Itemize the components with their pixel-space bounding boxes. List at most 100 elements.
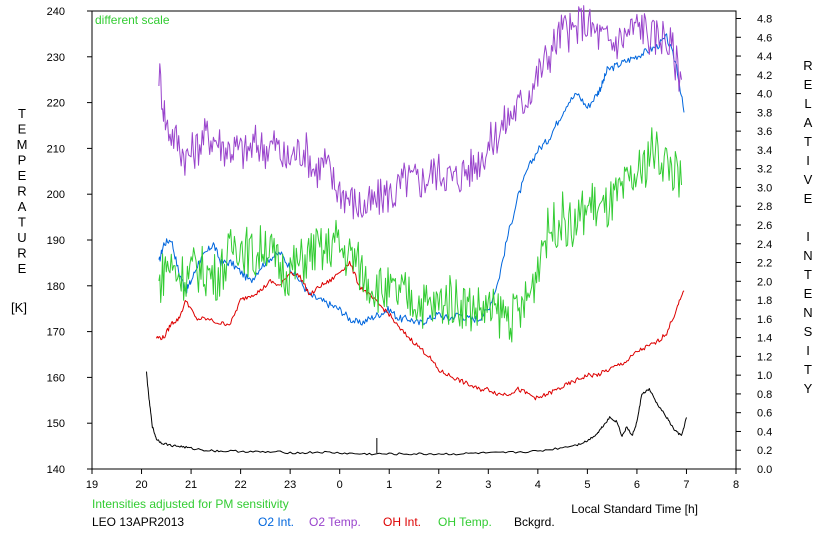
- left-title-letter: T: [18, 106, 26, 121]
- right-title-letter: N: [803, 248, 812, 263]
- right-title-letter: Y: [804, 381, 813, 396]
- y-right-tick-label: 1.2: [757, 351, 772, 363]
- scale-annotation: different scale: [95, 13, 170, 27]
- y-left-tick-label: 140: [47, 464, 65, 476]
- y-right-tick-label: 2.8: [757, 201, 772, 213]
- right-axis: 0.0 0.2 0.4 0.6 0.8 1.0 1.2 1.4 1.6 1.8 2.0 2.2 2.4 2…: [736, 14, 772, 476]
- x-tick-label: 7: [683, 479, 689, 491]
- y-right-tick-label: 0.4: [757, 426, 772, 438]
- y-right-tick-label: 1.6: [757, 314, 772, 326]
- y-left-tick-label: 200: [47, 189, 65, 201]
- y-right-tick-label: 3.4: [757, 145, 772, 157]
- left-title-letter: R: [17, 246, 26, 261]
- series-layer: [146, 5, 687, 456]
- x-tick-label: 8: [733, 479, 739, 491]
- right-title-letter: I: [806, 153, 810, 168]
- x-axis-label: Local Standard Time [h]: [571, 502, 698, 516]
- y-left-tick-label: 210: [47, 143, 65, 155]
- y-right-tick-label: 0.6: [757, 408, 772, 420]
- y-right-tick-label: 0.0: [757, 464, 772, 476]
- right-title-letter: E: [804, 191, 813, 206]
- legend-entry: OH Int.: [383, 515, 421, 529]
- y-right-tick-label: 3.8: [757, 107, 772, 119]
- y-right-tick-label: 2.0: [757, 276, 772, 288]
- right-title-letter: I: [806, 343, 810, 358]
- x-tick-label: 21: [185, 479, 197, 491]
- right-title-letter: A: [804, 115, 813, 130]
- left-title-letter: A: [18, 199, 27, 214]
- x-tick-label: 20: [135, 479, 147, 491]
- x-tick-label: 2: [436, 479, 442, 491]
- series-line-o2-int: [158, 33, 685, 326]
- right-title-letter: T: [804, 134, 812, 149]
- series-line-o2-temp: [158, 5, 682, 220]
- left-title-letter: M: [17, 137, 28, 152]
- y-right-tick-label: 2.6: [757, 220, 772, 232]
- left-title-letter: E: [18, 168, 27, 183]
- y-right-tick-label: 4.6: [757, 32, 772, 44]
- y-right-tick-label: 4.4: [757, 51, 772, 63]
- x-tick-label: 4: [535, 479, 541, 491]
- legend-entry: Bckgrd.: [514, 515, 555, 529]
- y-left-tick-label: 230: [47, 52, 65, 64]
- y-left-tick-label: 170: [47, 327, 65, 339]
- right-title-letter: N: [803, 305, 812, 320]
- y-right-tick-label: 3.6: [757, 126, 772, 138]
- y-right-tick-label: 2.4: [757, 239, 772, 251]
- y-left-tick-label: 240: [47, 6, 65, 18]
- intensity-annotation: Intensities adjusted for PM sensitivity: [92, 497, 289, 511]
- y-right-tick-label: 1.8: [757, 295, 772, 307]
- y-left-tick-label: 150: [47, 418, 65, 430]
- legend-entry: OH Temp.: [438, 515, 492, 529]
- x-tick-label: 6: [634, 479, 640, 491]
- series-line-bckgrd: [146, 371, 687, 456]
- right-title-letter: E: [804, 77, 813, 92]
- right-title-letter: R: [803, 58, 812, 73]
- left-title-letter: T: [18, 215, 26, 230]
- y-left-tick-label: 180: [47, 281, 65, 293]
- right-title-letter: L: [804, 96, 811, 111]
- station-label: LEO 13APR2013: [92, 515, 184, 529]
- y-right-tick-label: 1.4: [757, 333, 772, 345]
- y-right-tick-label: 4.8: [757, 14, 772, 26]
- x-tick-label: 22: [234, 479, 246, 491]
- right-title-letter: S: [804, 324, 813, 339]
- x-tick-label: 5: [584, 479, 590, 491]
- y-right-tick-label: 3.0: [757, 182, 772, 194]
- left-title-letter: P: [18, 153, 27, 168]
- y-right-tick-label: 0.8: [757, 389, 772, 401]
- y-left-tick-label: 190: [47, 235, 65, 247]
- left-title-letter: E: [18, 261, 27, 276]
- x-tick-label: 23: [284, 479, 296, 491]
- left-axis-unit: [K]: [11, 300, 27, 315]
- left-title-letter: U: [17, 230, 26, 245]
- series-line-oh-temp: [158, 127, 682, 343]
- y-right-tick-label: 1.0: [757, 370, 772, 382]
- left-axis: 140 150 160 170 180 190 200 210 220 230 240: [47, 6, 92, 476]
- y-right-tick-label: 4.0: [757, 89, 772, 101]
- legend: O2 Int. O2 Temp. OH Int. OH Temp. Bckgrd.: [258, 515, 555, 529]
- y-right-tick-label: 4.2: [757, 70, 772, 82]
- legend-entry: O2 Temp.: [309, 515, 361, 529]
- right-title-letter: E: [804, 286, 813, 301]
- series-line-oh-int: [155, 260, 685, 401]
- right-title-letter: I: [806, 229, 810, 244]
- legend-entry: O2 Int.: [258, 515, 294, 529]
- x-tick-label: 19: [86, 479, 98, 491]
- right-title-letter: T: [804, 362, 812, 377]
- y-left-tick-label: 220: [47, 98, 65, 110]
- y-right-tick-label: 2.2: [757, 258, 772, 270]
- y-right-tick-label: 3.2: [757, 164, 772, 176]
- right-title-letter: T: [804, 267, 812, 282]
- x-axis: 19 20 21 22 23 0 1 2 3 4 5 6 7 8: [86, 469, 739, 491]
- left-title-letter: E: [18, 122, 27, 137]
- y-left-tick-label: 160: [47, 372, 65, 384]
- x-tick-label: 0: [337, 479, 343, 491]
- x-tick-label: 1: [386, 479, 392, 491]
- plot-frame: [91, 10, 737, 470]
- right-title-letter: V: [804, 172, 813, 187]
- left-title-letter: R: [17, 184, 26, 199]
